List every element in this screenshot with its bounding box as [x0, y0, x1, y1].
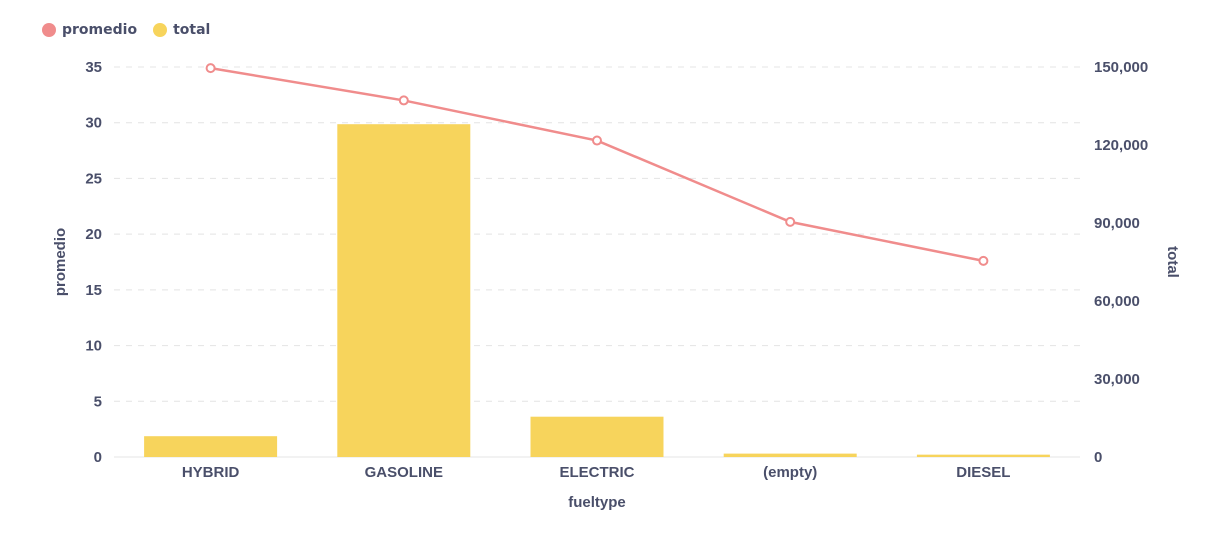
legend-label-promedio: promedio: [62, 22, 138, 38]
point-promedio[interactable]: [205, 63, 216, 74]
point-promedio[interactable]: [398, 95, 409, 106]
y2-tick-label: 90,000: [1094, 215, 1140, 232]
y-tick-label: 5: [94, 393, 102, 410]
bar-total[interactable]: [144, 436, 278, 457]
y2-tick-label: 0: [1094, 449, 1102, 466]
x-tick-label: ELECTRIC: [560, 464, 635, 481]
x-tick-label: HYBRID: [182, 464, 240, 481]
bar-total[interactable]: [337, 124, 471, 457]
y-tick-label: 0: [94, 449, 102, 466]
y2-tick-label: 30,000: [1094, 371, 1140, 388]
legend-swatch-promedio: [42, 23, 56, 37]
bar-total[interactable]: [916, 454, 1050, 457]
x-tick-label: GASOLINE: [365, 464, 443, 481]
gridlines: [114, 66, 1080, 458]
bar-series-total: [144, 124, 1050, 457]
legend-swatch-total: [153, 23, 168, 37]
x-tick-label: (empty): [763, 464, 817, 481]
y-tick-label: 20: [85, 226, 102, 243]
point-promedio[interactable]: [592, 135, 602, 146]
y-tick-label: 10: [85, 338, 102, 355]
legend-item-total[interactable]: total: [153, 22, 210, 38]
y-tick-label: 15: [85, 282, 102, 299]
bar-total[interactable]: [530, 416, 664, 457]
y2-tick-label: 60,000: [1094, 293, 1140, 310]
point-promedio[interactable]: [785, 216, 796, 227]
legend-item-promedio[interactable]: promedio: [42, 22, 137, 38]
bar-total[interactable]: [723, 453, 857, 457]
y-tick-label: 30: [85, 115, 102, 132]
line-series-promedio: [205, 63, 989, 266]
y2-axis-title: total: [1164, 246, 1181, 278]
legend-label-total: total: [173, 22, 211, 38]
line-promedio: [210, 66, 984, 263]
x-tick-label: DIESEL: [956, 464, 1010, 481]
y-tick-label: 35: [85, 59, 102, 76]
point-promedio[interactable]: [978, 255, 989, 266]
y2-tick-label: 150,000: [1094, 59, 1148, 76]
x-axis-title: fueltype: [568, 494, 626, 511]
y-tick-label: 25: [85, 170, 102, 187]
y2-tick-label: 120,000: [1094, 137, 1148, 154]
right-axis-ticks: 0 30,000 60,000 90,000 120,000 150,000: [1094, 59, 1148, 466]
legend: promedio total: [42, 22, 226, 38]
left-axis-ticks: 0 5 10 15 20 25 30 35: [85, 59, 102, 466]
x-axis-ticks: HYBRID GASOLINE ELECTRIC (empty) DIESEL: [182, 464, 1011, 481]
y-axis-title: promedio: [52, 228, 69, 296]
